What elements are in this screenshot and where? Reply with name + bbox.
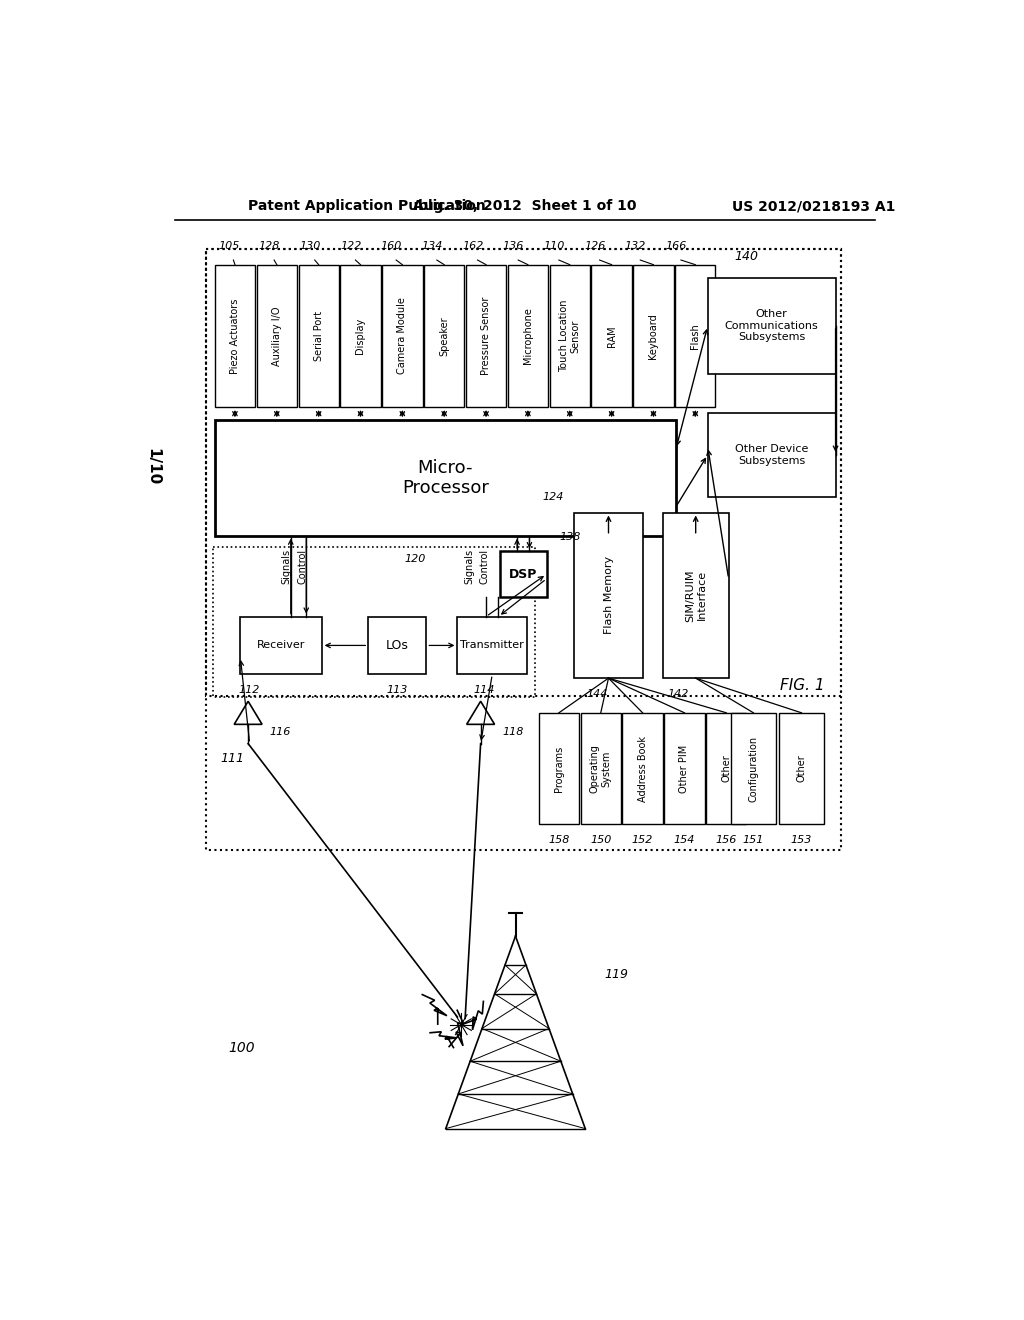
Text: 126: 126 — [585, 240, 605, 251]
Text: 113: 113 — [387, 685, 408, 694]
Text: LOs: LOs — [386, 639, 409, 652]
Bar — [215, 420, 676, 536]
Text: 130: 130 — [299, 240, 321, 251]
Text: FIG. 1: FIG. 1 — [780, 678, 824, 693]
Bar — [257, 264, 297, 407]
Text: 120: 120 — [404, 554, 425, 564]
Text: 119: 119 — [604, 968, 629, 981]
Bar — [500, 552, 547, 597]
Bar — [424, 264, 464, 407]
Text: 140: 140 — [734, 249, 759, 263]
Text: 110: 110 — [544, 240, 565, 251]
Text: 156: 156 — [716, 834, 737, 845]
Text: 116: 116 — [270, 727, 291, 737]
Text: Address Book: Address Book — [638, 735, 647, 801]
Bar — [665, 713, 705, 825]
Text: Piezo Actuators: Piezo Actuators — [230, 298, 240, 374]
Bar — [466, 264, 506, 407]
Text: 150: 150 — [590, 834, 611, 845]
Text: 1/10: 1/10 — [145, 447, 161, 484]
Text: Display: Display — [355, 318, 366, 354]
Bar — [550, 264, 590, 407]
Text: 132: 132 — [625, 240, 646, 251]
Bar — [708, 412, 836, 498]
Bar — [382, 264, 423, 407]
Bar — [215, 264, 255, 407]
Text: Auxiliary I/O: Auxiliary I/O — [271, 306, 282, 366]
Text: 153: 153 — [791, 834, 812, 845]
Bar — [369, 616, 426, 675]
Text: DSP: DSP — [509, 568, 538, 581]
Text: SIM/RUIM
Interface: SIM/RUIM Interface — [685, 569, 707, 622]
Text: Speaker: Speaker — [439, 315, 450, 355]
Text: Other: Other — [721, 755, 731, 783]
Text: Operating
System: Operating System — [590, 744, 611, 793]
Text: 152: 152 — [632, 834, 653, 845]
Text: Touch Location
Sensor: Touch Location Sensor — [559, 300, 581, 372]
Text: 122: 122 — [340, 240, 361, 251]
Bar — [708, 277, 836, 374]
Text: Flash: Flash — [690, 323, 700, 348]
Text: Micro-
Processor: Micro- Processor — [402, 458, 488, 498]
Text: 136: 136 — [503, 240, 524, 251]
Text: 128: 128 — [259, 240, 281, 251]
Text: Other PIM: Other PIM — [680, 744, 689, 793]
Text: 112: 112 — [239, 685, 260, 694]
Text: 142: 142 — [668, 689, 689, 698]
Bar — [592, 264, 632, 407]
Text: Serial Port: Serial Port — [313, 310, 324, 360]
Text: 158: 158 — [548, 834, 569, 845]
Text: 105: 105 — [218, 240, 240, 251]
Text: Transmitter: Transmitter — [461, 640, 524, 651]
Text: Keyboard: Keyboard — [648, 313, 658, 359]
Bar — [581, 713, 621, 825]
Text: 100: 100 — [228, 1040, 255, 1055]
Text: Microphone: Microphone — [523, 308, 532, 364]
Bar — [539, 713, 579, 825]
Bar — [731, 713, 776, 825]
Text: 111: 111 — [220, 752, 245, 766]
Text: 124: 124 — [543, 492, 564, 502]
Bar — [340, 264, 381, 407]
Text: 154: 154 — [674, 834, 695, 845]
Text: Other
Communications
Subsystems: Other Communications Subsystems — [725, 309, 818, 342]
Text: Programs: Programs — [554, 746, 564, 792]
Bar — [707, 713, 746, 825]
Bar — [458, 616, 527, 675]
Text: Flash Memory: Flash Memory — [603, 556, 613, 635]
Text: 160: 160 — [381, 240, 402, 251]
Bar — [633, 264, 674, 407]
Text: 151: 151 — [742, 834, 764, 845]
Text: Configuration: Configuration — [749, 735, 759, 801]
Bar — [779, 713, 824, 825]
Bar — [299, 264, 339, 407]
Bar — [623, 713, 663, 825]
Text: Signals: Signals — [282, 549, 292, 583]
Bar — [675, 264, 716, 407]
Text: 144: 144 — [586, 689, 607, 698]
Text: 162: 162 — [462, 240, 483, 251]
Text: Aug. 30, 2012  Sheet 1 of 10: Aug. 30, 2012 Sheet 1 of 10 — [413, 199, 637, 213]
Text: Other Device
Subsystems: Other Device Subsystems — [735, 444, 808, 466]
Text: Control: Control — [297, 549, 307, 583]
Text: Camera Module: Camera Module — [397, 297, 408, 375]
Text: RAM: RAM — [606, 325, 616, 347]
Text: Receiver: Receiver — [257, 640, 305, 651]
Text: 134: 134 — [422, 240, 442, 251]
Text: Patent Application Publication: Patent Application Publication — [248, 199, 485, 213]
Text: Control: Control — [479, 549, 489, 583]
Text: 114: 114 — [474, 685, 496, 694]
Bar — [241, 616, 322, 675]
Text: Signals: Signals — [464, 549, 474, 583]
Text: Pressure Sensor: Pressure Sensor — [481, 297, 492, 375]
Text: 166: 166 — [666, 240, 687, 251]
Bar — [573, 512, 643, 678]
Bar — [508, 264, 548, 407]
Text: 138: 138 — [559, 532, 581, 543]
Bar — [663, 512, 729, 678]
Text: 118: 118 — [503, 727, 523, 737]
Text: Other: Other — [797, 755, 807, 783]
Text: US 2012/0218193 A1: US 2012/0218193 A1 — [732, 199, 895, 213]
